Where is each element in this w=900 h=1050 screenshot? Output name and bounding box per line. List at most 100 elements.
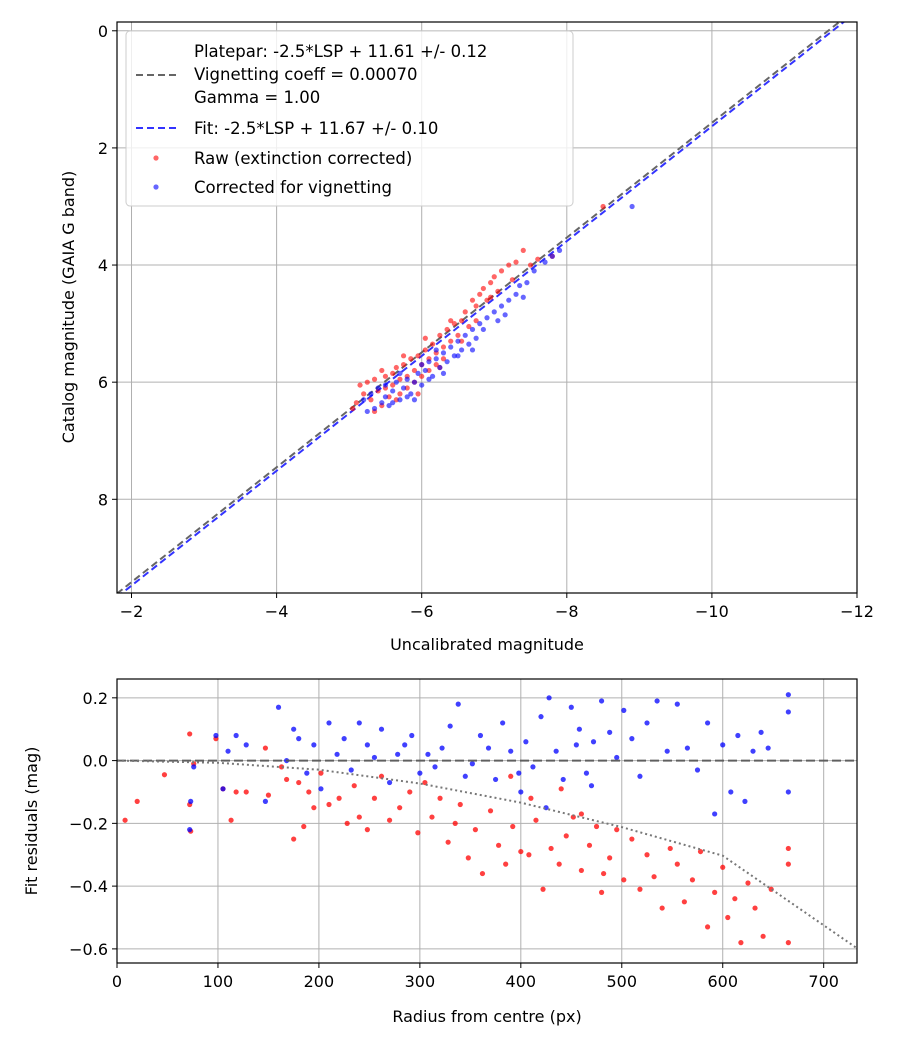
raw-point: [480, 285, 486, 292]
raw-point: [528, 795, 534, 801]
raw-point: [508, 773, 514, 779]
y-tick-label: −0.6: [69, 940, 108, 959]
corrected-point: [590, 739, 597, 745]
corrected-point: [368, 391, 374, 397]
corrected-point: [375, 385, 381, 391]
raw-point: [459, 318, 465, 324]
corrected-point: [576, 726, 582, 732]
bottom-y-axis-label: Fit residuals (mag): [22, 747, 41, 896]
corrected-point: [382, 394, 389, 400]
x-tick-label: 0: [112, 972, 122, 991]
y-tick-label: −0.4: [69, 877, 108, 896]
corrected-point: [187, 827, 193, 833]
corrected-point: [500, 720, 506, 726]
corrected-point: [517, 282, 523, 289]
raw-point: [466, 323, 472, 330]
corrected-point: [326, 720, 332, 726]
corrected-point: [694, 767, 701, 773]
raw-point: [681, 899, 687, 905]
corrected-point: [469, 761, 475, 767]
corrected-point: [621, 707, 627, 713]
raw-point: [393, 364, 399, 371]
raw-point: [462, 309, 468, 315]
raw-point: [760, 933, 766, 939]
raw-point: [296, 779, 302, 786]
corrected-point: [477, 321, 483, 327]
raw-point: [187, 731, 193, 737]
raw-point: [451, 321, 457, 327]
corrected-point: [704, 720, 711, 726]
raw-point: [433, 362, 439, 368]
raw-point: [397, 805, 403, 811]
corrected-point: [341, 736, 347, 742]
corrected-point: [318, 786, 324, 792]
raw-point: [535, 256, 541, 262]
y-tick-label: 6: [98, 373, 108, 392]
corrected-point: [524, 280, 530, 286]
raw-point: [667, 845, 673, 852]
x-tick-label: −4: [265, 602, 289, 621]
raw-point: [526, 852, 532, 858]
corrected-point: [530, 764, 536, 770]
raw-point: [437, 795, 443, 801]
corrected-point: [378, 726, 385, 732]
raw-point: [444, 326, 450, 333]
corrected-point: [538, 714, 544, 720]
corrected-point: [422, 367, 428, 374]
corrected-point: [473, 335, 479, 341]
raw-point: [614, 827, 620, 833]
raw-point: [637, 886, 643, 892]
corrected-point: [735, 732, 741, 739]
raw-point: [586, 842, 593, 848]
raw-point: [465, 855, 471, 861]
raw-point: [351, 783, 357, 789]
corrected-point: [560, 776, 566, 783]
top-corrected-series: [361, 203, 635, 415]
legend-platepar-label-line-2: Vignetting coeff = 0.00070: [194, 65, 418, 84]
raw-point: [350, 405, 356, 412]
raw-point: [738, 940, 744, 946]
raw-point: [318, 770, 324, 776]
corrected-point: [188, 798, 194, 804]
raw-point: [419, 373, 425, 379]
raw-point: [301, 823, 307, 830]
corrected-point: [395, 751, 401, 757]
x-tick-label: 600: [707, 972, 738, 991]
corrected-point: [415, 370, 421, 376]
raw-point: [265, 792, 272, 798]
corrected-point: [386, 779, 393, 786]
corrected-point: [785, 692, 791, 698]
corrected-point: [598, 698, 605, 704]
raw-point: [429, 341, 436, 347]
corrected-point: [502, 312, 508, 318]
corrected-point: [444, 359, 450, 365]
raw-point: [228, 817, 234, 823]
raw-point: [518, 848, 524, 855]
raw-point: [720, 864, 726, 870]
raw-point: [540, 886, 546, 892]
corrected-point: [419, 362, 425, 368]
corrected-point: [506, 297, 512, 303]
raw-point: [785, 845, 791, 852]
raw-point: [161, 772, 168, 778]
corrected-point: [440, 350, 447, 356]
corrected-point: [712, 811, 718, 817]
top-panel: −2 −4 −6 −8 −10 −12 0 2 4 6 8 Uncalibrated magnit…: [59, 21, 874, 654]
corrected-point: [402, 742, 408, 748]
corrected-point: [426, 359, 432, 365]
raw-point: [725, 914, 731, 921]
raw-point: [397, 391, 403, 397]
corrected-point: [311, 742, 317, 748]
corrected-point: [371, 405, 378, 412]
x-tick-label: −8: [555, 602, 579, 621]
x-tick-label: −12: [840, 602, 874, 621]
corrected-point: [484, 315, 490, 321]
raw-point: [513, 259, 519, 265]
raw-point: [408, 356, 414, 362]
corrected-point: [523, 739, 529, 745]
corrected-point: [243, 742, 249, 748]
raw-point: [422, 335, 428, 341]
legend-fit-label: Fit: -2.5*LSP + 11.67 +/- 0.10: [194, 119, 438, 138]
x-tick-label: −10: [695, 602, 729, 621]
raw-point: [368, 397, 374, 403]
